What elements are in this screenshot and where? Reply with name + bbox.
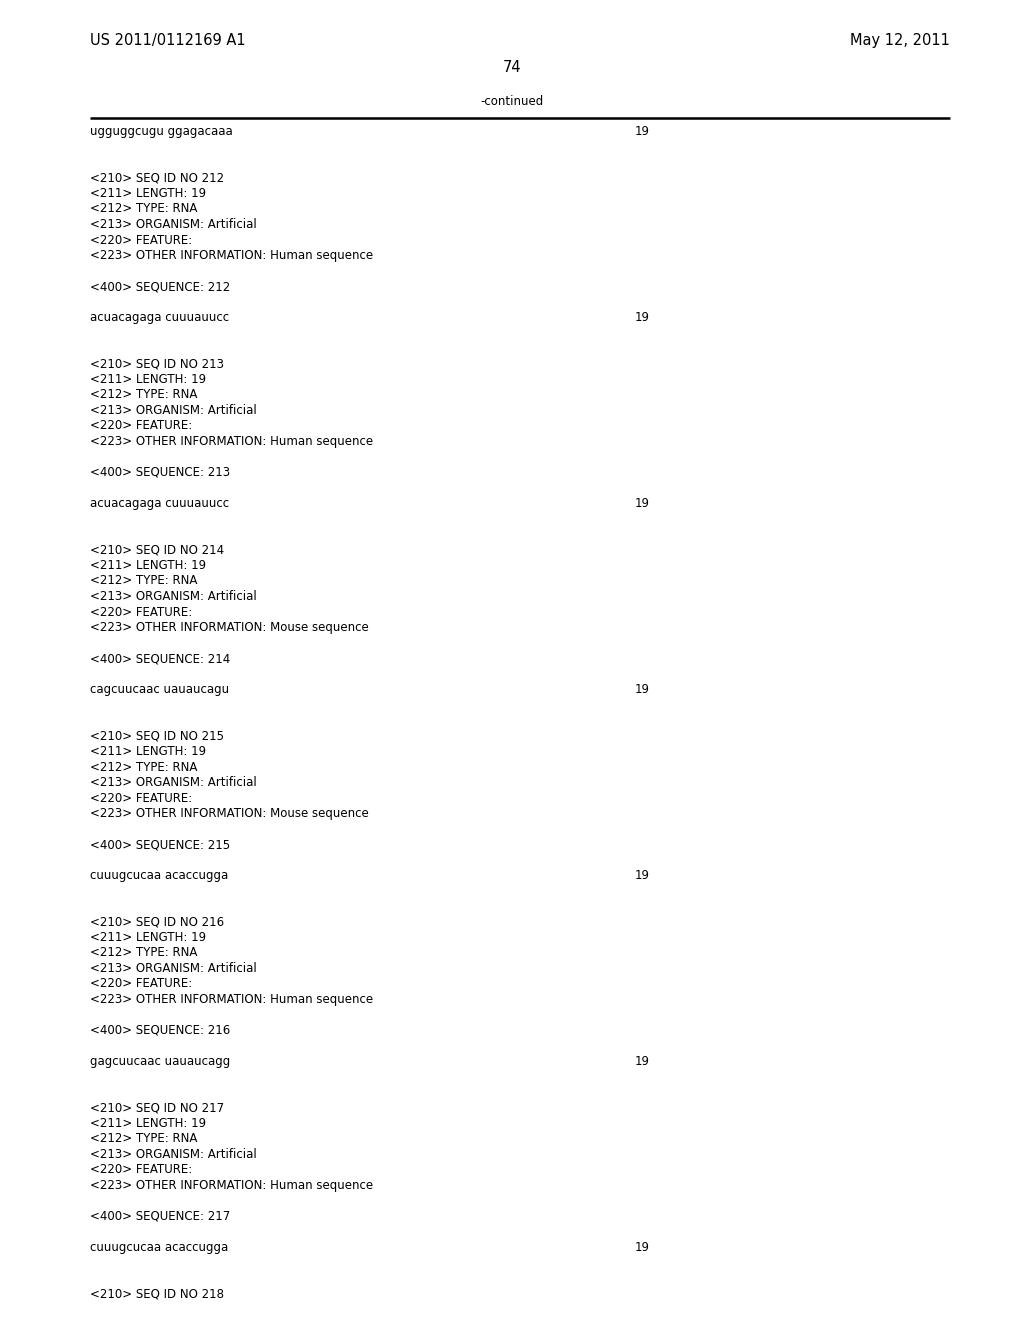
Text: <220> FEATURE:: <220> FEATURE: [90, 1163, 193, 1176]
Text: 19: 19 [635, 682, 650, 696]
Text: <213> ORGANISM: Artificial: <213> ORGANISM: Artificial [90, 590, 257, 603]
Text: <220> FEATURE:: <220> FEATURE: [90, 234, 193, 247]
Text: 19: 19 [635, 869, 650, 882]
Text: <212> TYPE: RNA: <212> TYPE: RNA [90, 202, 198, 215]
Text: 19: 19 [635, 498, 650, 510]
Text: <212> TYPE: RNA: <212> TYPE: RNA [90, 388, 198, 401]
Text: 74: 74 [503, 59, 521, 75]
Text: <223> OTHER INFORMATION: Mouse sequence: <223> OTHER INFORMATION: Mouse sequence [90, 807, 369, 820]
Text: <220> FEATURE:: <220> FEATURE: [90, 792, 193, 804]
Text: <212> TYPE: RNA: <212> TYPE: RNA [90, 946, 198, 960]
Text: <223> OTHER INFORMATION: Human sequence: <223> OTHER INFORMATION: Human sequence [90, 993, 373, 1006]
Text: 19: 19 [635, 312, 650, 323]
Text: US 2011/0112169 A1: US 2011/0112169 A1 [90, 33, 246, 48]
Text: <213> ORGANISM: Artificial: <213> ORGANISM: Artificial [90, 218, 257, 231]
Text: 19: 19 [635, 1055, 650, 1068]
Text: gagcuucaac uauaucagg: gagcuucaac uauaucagg [90, 1055, 230, 1068]
Text: <223> OTHER INFORMATION: Human sequence: <223> OTHER INFORMATION: Human sequence [90, 436, 373, 447]
Text: cuuugcucaa acaccugga: cuuugcucaa acaccugga [90, 869, 228, 882]
Text: <223> OTHER INFORMATION: Mouse sequence: <223> OTHER INFORMATION: Mouse sequence [90, 620, 369, 634]
Text: acuacagaga cuuuauucc: acuacagaga cuuuauucc [90, 312, 229, 323]
Text: <400> SEQUENCE: 217: <400> SEQUENCE: 217 [90, 1210, 230, 1224]
Text: <210> SEQ ID NO 214: <210> SEQ ID NO 214 [90, 544, 224, 557]
Text: <210> SEQ ID NO 216: <210> SEQ ID NO 216 [90, 916, 224, 928]
Text: <213> ORGANISM: Artificial: <213> ORGANISM: Artificial [90, 404, 257, 417]
Text: <400> SEQUENCE: 216: <400> SEQUENCE: 216 [90, 1024, 230, 1038]
Text: ugguggcugu ggagacaaa: ugguggcugu ggagacaaa [90, 125, 232, 139]
Text: <213> ORGANISM: Artificial: <213> ORGANISM: Artificial [90, 1148, 257, 1162]
Text: <400> SEQUENCE: 213: <400> SEQUENCE: 213 [90, 466, 230, 479]
Text: <211> LENGTH: 19: <211> LENGTH: 19 [90, 1117, 206, 1130]
Text: <220> FEATURE:: <220> FEATURE: [90, 606, 193, 619]
Text: May 12, 2011: May 12, 2011 [850, 33, 950, 48]
Text: <211> LENGTH: 19: <211> LENGTH: 19 [90, 187, 206, 201]
Text: acuacagaga cuuuauucc: acuacagaga cuuuauucc [90, 498, 229, 510]
Text: <210> SEQ ID NO 217: <210> SEQ ID NO 217 [90, 1101, 224, 1114]
Text: <210> SEQ ID NO 213: <210> SEQ ID NO 213 [90, 358, 224, 371]
Text: -continued: -continued [480, 95, 544, 108]
Text: cuuugcucaa acaccugga: cuuugcucaa acaccugga [90, 1241, 228, 1254]
Text: <220> FEATURE:: <220> FEATURE: [90, 978, 193, 990]
Text: <212> TYPE: RNA: <212> TYPE: RNA [90, 1133, 198, 1146]
Text: cagcuucaac uauaucagu: cagcuucaac uauaucagu [90, 682, 229, 696]
Text: <211> LENGTH: 19: <211> LENGTH: 19 [90, 558, 206, 572]
Text: <223> OTHER INFORMATION: Human sequence: <223> OTHER INFORMATION: Human sequence [90, 249, 373, 261]
Text: <400> SEQUENCE: 215: <400> SEQUENCE: 215 [90, 838, 230, 851]
Text: <223> OTHER INFORMATION: Human sequence: <223> OTHER INFORMATION: Human sequence [90, 1179, 373, 1192]
Text: <212> TYPE: RNA: <212> TYPE: RNA [90, 574, 198, 587]
Text: <400> SEQUENCE: 214: <400> SEQUENCE: 214 [90, 652, 230, 665]
Text: 19: 19 [635, 1241, 650, 1254]
Text: <211> LENGTH: 19: <211> LENGTH: 19 [90, 931, 206, 944]
Text: <210> SEQ ID NO 212: <210> SEQ ID NO 212 [90, 172, 224, 185]
Text: <213> ORGANISM: Artificial: <213> ORGANISM: Artificial [90, 776, 257, 789]
Text: <210> SEQ ID NO 218: <210> SEQ ID NO 218 [90, 1287, 224, 1300]
Text: 19: 19 [635, 125, 650, 139]
Text: <212> TYPE: RNA: <212> TYPE: RNA [90, 760, 198, 774]
Text: <210> SEQ ID NO 215: <210> SEQ ID NO 215 [90, 730, 224, 743]
Text: <400> SEQUENCE: 212: <400> SEQUENCE: 212 [90, 280, 230, 293]
Text: <213> ORGANISM: Artificial: <213> ORGANISM: Artificial [90, 962, 257, 975]
Text: <211> LENGTH: 19: <211> LENGTH: 19 [90, 374, 206, 385]
Text: <211> LENGTH: 19: <211> LENGTH: 19 [90, 744, 206, 758]
Text: <220> FEATURE:: <220> FEATURE: [90, 420, 193, 433]
